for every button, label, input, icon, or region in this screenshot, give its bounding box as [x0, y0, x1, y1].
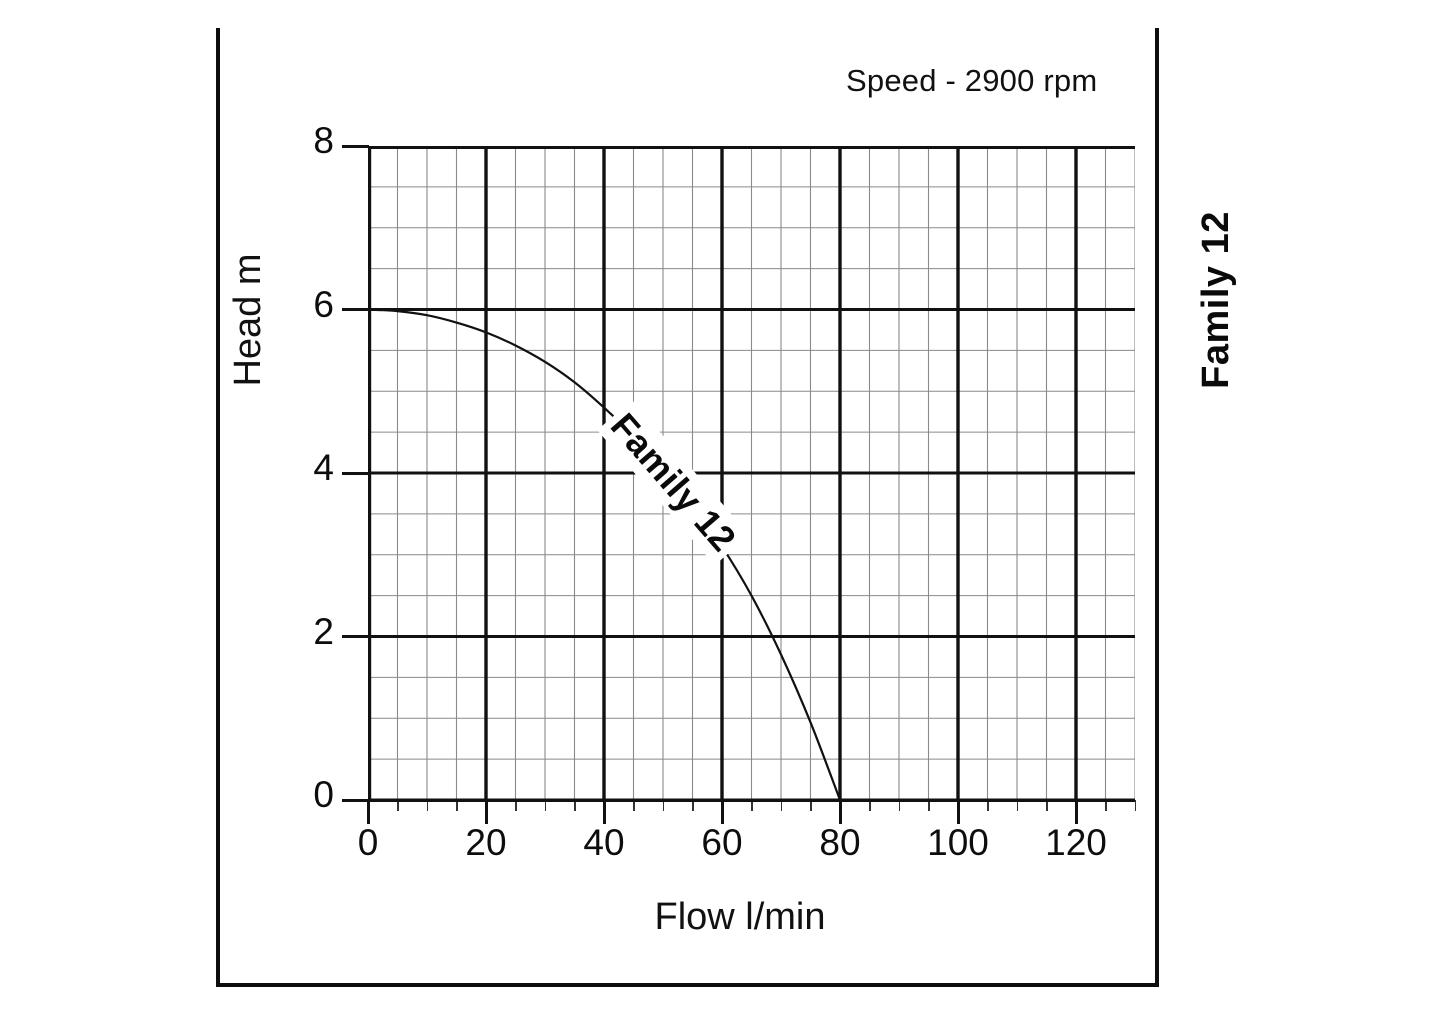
frame-right-border: [1155, 28, 1159, 987]
x-tick-mark: [1074, 800, 1078, 824]
major-gridlines: [368, 146, 1135, 800]
x-minor-tick-mark: [1134, 800, 1136, 811]
x-minor-tick-mark: [574, 800, 576, 811]
x-minor-tick-mark: [692, 800, 694, 811]
y-axis-title: Head m: [227, 253, 269, 387]
performance-curve: [368, 308, 842, 800]
speed-caption: Speed - 2900 rpm: [846, 63, 1098, 98]
x-tick-mark: [484, 800, 488, 824]
x-axis-title: Flow l/min: [654, 896, 826, 938]
y-tick-label: 4: [313, 447, 334, 488]
x-tick-mark: [602, 800, 606, 824]
y-tick-mark: [342, 635, 369, 638]
y-tick-label: 6: [313, 283, 334, 325]
x-minor-tick-mark: [1105, 800, 1107, 811]
x-minor-tick-mark: [751, 800, 753, 811]
x-tick-label: 40: [583, 822, 625, 863]
y-tick-mark: [342, 144, 369, 148]
x-minor-tick-mark: [544, 800, 546, 811]
y-tick-label: 0: [313, 774, 334, 815]
family-side-label: Family 12: [1195, 211, 1237, 389]
chart-canvas: [368, 146, 1135, 800]
frame-left-border: [216, 28, 220, 987]
x-minor-tick-mark: [662, 800, 664, 811]
x-minor-tick-mark: [1016, 800, 1018, 811]
x-minor-tick-mark: [869, 800, 871, 811]
y-tick-mark: [342, 471, 369, 475]
y-tick-label: 2: [313, 610, 334, 652]
x-minor-tick-mark: [1046, 800, 1048, 811]
x-minor-tick-mark: [633, 800, 635, 811]
x-tick-label: 100: [927, 822, 989, 863]
x-axis-baseline: [342, 798, 1135, 802]
x-tick-label: 20: [465, 822, 507, 863]
x-tick-mark: [366, 800, 370, 824]
x-minor-tick-mark: [987, 800, 989, 811]
x-tick-mark: [956, 800, 960, 824]
x-minor-tick-mark: [928, 800, 930, 811]
axis-lines: [368, 146, 1135, 800]
x-tick-label: 80: [819, 822, 861, 863]
x-minor-tick-mark: [426, 800, 428, 811]
x-minor-tick-mark: [397, 800, 399, 811]
x-tick-mark: [720, 800, 724, 824]
x-tick-label: 120: [1045, 822, 1107, 863]
x-minor-tick-mark: [898, 800, 900, 811]
x-tick-label: 0: [357, 822, 379, 863]
x-tick-label: 60: [701, 822, 743, 863]
x-tick-mark: [838, 800, 842, 824]
x-minor-tick-mark: [810, 800, 812, 811]
y-tick-label: 8: [313, 120, 334, 161]
y-tick-mark: [342, 308, 369, 311]
plot-area: [368, 146, 1135, 800]
frame-bottom-border: [216, 983, 1159, 987]
x-minor-tick-mark: [780, 800, 782, 811]
x-minor-tick-mark: [456, 800, 458, 811]
x-minor-tick-mark: [515, 800, 517, 811]
